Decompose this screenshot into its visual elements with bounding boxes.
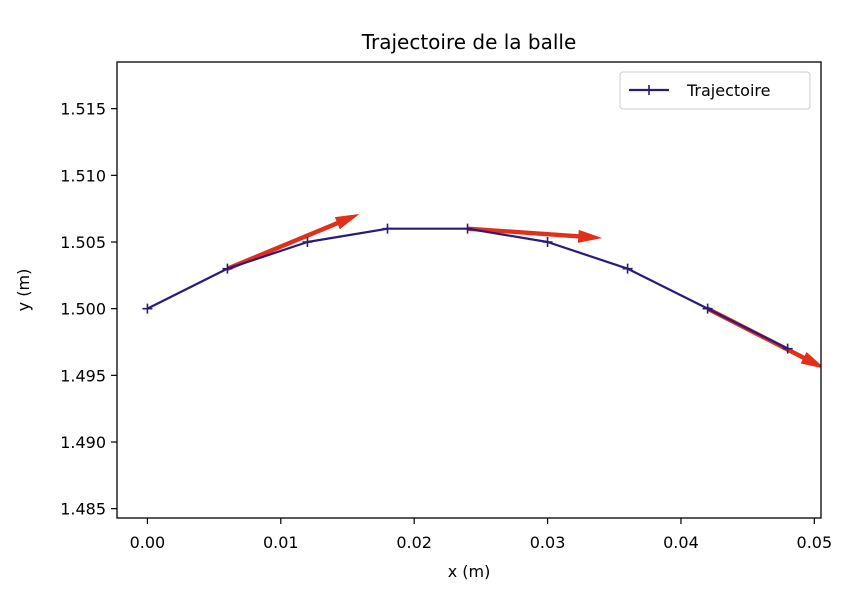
x-tick-label: 0.03 <box>530 533 566 552</box>
legend-label-trajectoire: Trajectoire <box>686 81 770 100</box>
y-tick-label: 1.515 <box>60 100 106 119</box>
data-point-marker <box>462 223 473 234</box>
plot-area <box>142 214 821 368</box>
x-tick-label: 0.01 <box>263 533 299 552</box>
x-tick-label: 0.05 <box>797 533 833 552</box>
y-tick-label: 1.505 <box>60 233 106 252</box>
axes-frame <box>116 61 822 519</box>
velocity-arrow-2 <box>467 226 603 243</box>
y-axis: 1.485 1.490 1.495 1.500 1.505 1.510 1.515 <box>60 100 117 519</box>
data-point-marker <box>222 263 233 274</box>
data-point-marker <box>702 303 713 314</box>
data-point-marker <box>782 343 793 354</box>
y-axis-label: y (m) <box>14 269 33 312</box>
data-point-marker <box>622 263 633 274</box>
chart-title: Trajectoire de la balle <box>361 30 577 54</box>
data-point-marker <box>142 303 153 314</box>
y-tick-label: 1.485 <box>60 500 106 519</box>
y-tick-label: 1.490 <box>60 433 106 452</box>
x-tick-label: 0.02 <box>396 533 432 552</box>
data-point-marker <box>382 223 393 234</box>
data-point-marker <box>542 237 553 247</box>
series-line-trajectoire <box>146 227 789 350</box>
data-point-marker <box>302 237 313 247</box>
y-tick-label: 1.510 <box>60 166 106 185</box>
legend-box <box>619 71 811 110</box>
y-tick-label: 1.500 <box>60 300 106 319</box>
y-tick-label: 1.495 <box>60 366 106 385</box>
legend: Trajectoire <box>619 71 811 110</box>
velocity-arrow-1 <box>226 214 360 271</box>
x-tick-label: 0.00 <box>130 533 166 552</box>
x-axis: 0.00 0.01 0.02 0.03 0.04 0.05 <box>130 518 833 552</box>
x-axis-label: x (m) <box>448 562 491 581</box>
legend-marker-swatch <box>644 85 654 95</box>
x-tick-label: 0.04 <box>663 533 699 552</box>
